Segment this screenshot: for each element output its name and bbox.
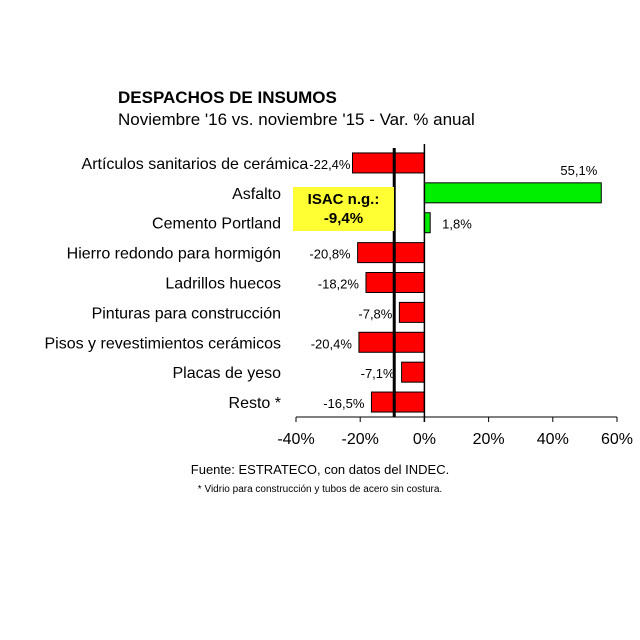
category-label-2: Cemento Portland bbox=[152, 216, 281, 233]
x-tick-label-0: -40% bbox=[277, 431, 314, 448]
value-label-4: -18,2% bbox=[318, 277, 360, 292]
bar-3 bbox=[357, 242, 425, 264]
value-label-6: -20,4% bbox=[311, 336, 353, 351]
category-label-5: Pinturas para construcción bbox=[92, 305, 281, 322]
bar-8 bbox=[370, 391, 425, 413]
isac-value: -9,4% bbox=[323, 210, 364, 227]
value-label-7: -7,1% bbox=[361, 366, 395, 381]
value-label-2: 1,8% bbox=[442, 217, 472, 232]
category-label-0: Artículos sanitarios de cerámica bbox=[82, 156, 309, 173]
bar-5 bbox=[398, 301, 425, 323]
bar-2 bbox=[423, 212, 431, 234]
value-label-1: 55,1% bbox=[560, 163, 597, 178]
bar-6 bbox=[358, 331, 425, 353]
value-label-8: -16,5% bbox=[323, 396, 365, 411]
category-label-7: Placas de yeso bbox=[172, 365, 281, 382]
bar-7 bbox=[401, 361, 425, 383]
footnote: * Vidrio para construcción y tubos de ac… bbox=[197, 484, 443, 495]
category-label-4: Ladrillos huecos bbox=[165, 276, 281, 293]
x-axis: -40% -20% 0% 20% 40% 60% bbox=[277, 144, 633, 448]
chart-subtitle: Noviembre '16 vs. noviembre '15 - Var. %… bbox=[118, 110, 475, 129]
category-label-6: Pisos y revestimientos cerámicos bbox=[44, 335, 281, 352]
x-tick-label-1: -20% bbox=[342, 431, 379, 448]
source-note: Fuente: ESTRATECO, con datos del INDEC. bbox=[190, 462, 450, 477]
isac-label: ISAC n.g.: bbox=[307, 191, 380, 208]
bars-layer bbox=[351, 152, 602, 413]
value-label-5: -7,8% bbox=[358, 306, 392, 321]
category-label-1: Asfalto bbox=[232, 186, 281, 203]
category-label-8: Resto * bbox=[229, 395, 281, 412]
x-tick-label-2: 0% bbox=[413, 431, 436, 448]
value-label-0: -22,4% bbox=[309, 157, 351, 172]
value-label-3: -20,8% bbox=[309, 247, 351, 262]
category-label-3: Hierro redondo para hormigón bbox=[67, 246, 281, 263]
x-tick-label-4: 40% bbox=[537, 431, 569, 448]
labels-layer: Artículos sanitarios de cerámica -22,4% As… bbox=[44, 156, 597, 412]
bar-0 bbox=[351, 152, 425, 174]
x-tick-label-3: 20% bbox=[473, 431, 505, 448]
chart-title: DESPACHOS DE INSUMOS bbox=[118, 88, 337, 107]
bar-1 bbox=[423, 182, 602, 204]
x-tick-label-5: 60% bbox=[601, 431, 633, 448]
isac-reference-box: ISAC n.g.: -9,4% bbox=[293, 187, 394, 231]
